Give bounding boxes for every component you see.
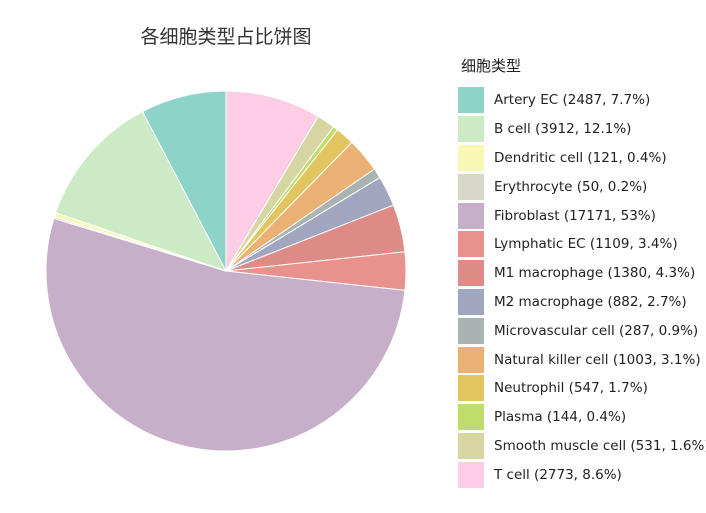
legend-swatch <box>458 231 484 258</box>
legend-label: Lymphatic EC (1109, 3.4%) <box>494 236 678 253</box>
legend-swatch <box>458 116 484 143</box>
legend-item-artery-ec: Artery EC (2487, 7.7%) <box>458 86 706 115</box>
legend-item-m1-macrophage: M1 macrophage (1380, 4.3%) <box>458 259 706 288</box>
legend: 细胞类型 Artery EC (2487, 7.7%) B cell (3912,… <box>458 56 706 489</box>
pie-chart <box>45 90 407 452</box>
legend-swatch <box>458 202 484 229</box>
legend-swatch <box>458 144 484 171</box>
legend-swatch <box>458 87 484 114</box>
legend-item-microvascular-cell: Microvascular cell (287, 0.9%) <box>458 316 706 345</box>
legend-swatch <box>458 346 484 373</box>
legend-item-lymphatic-ec: Lymphatic EC (1109, 3.4%) <box>458 230 706 259</box>
legend-swatch <box>458 375 484 402</box>
legend-swatch <box>458 260 484 287</box>
legend-swatch <box>458 404 484 431</box>
legend-label: Natural killer cell (1003, 3.1%) <box>494 351 701 368</box>
legend-label: Neutrophil (547, 1.7%) <box>494 380 648 397</box>
legend-label: T cell (2773, 8.6%) <box>494 466 622 483</box>
legend-item-natural-killer-cell: Natural killer cell (1003, 3.1%) <box>458 345 706 374</box>
legend-swatch <box>458 432 484 459</box>
legend-label: Artery EC (2487, 7.7%) <box>494 92 651 109</box>
legend-label: Dendritic cell (121, 0.4%) <box>494 149 667 166</box>
legend-item-erythrocyte: Erythrocyte (50, 0.2%) <box>458 172 706 201</box>
pie-slice-fibroblast <box>45 217 406 452</box>
legend-item-b-cell: B cell (3912, 12.1%) <box>458 115 706 144</box>
legend-item-fibroblast: Fibroblast (17171, 53%) <box>458 201 706 230</box>
legend-items: Artery EC (2487, 7.7%) B cell (3912, 12.1… <box>458 86 706 489</box>
legend-title: 细胞类型 <box>461 57 522 75</box>
legend-label: M1 macrophage (1380, 4.3%) <box>494 265 696 282</box>
pie-slice-b-cell <box>55 110 228 272</box>
chart-title: 各细胞类型占比饼图 <box>140 26 312 48</box>
legend-label: Microvascular cell (287, 0.9%) <box>494 322 699 339</box>
legend-item-m2-macrophage: M2 macrophage (882, 2.7%) <box>458 288 706 317</box>
legend-swatch <box>458 288 484 315</box>
pie-slice-artery-ec <box>141 90 227 272</box>
legend-label: B cell (3912, 12.1%) <box>494 121 632 138</box>
legend-item-dendritic-cell: Dendritic cell (121, 0.4%) <box>458 144 706 173</box>
pie-slice-t-cell <box>225 90 319 273</box>
legend-label: Smooth muscle cell (531, 1.6%) <box>494 437 706 454</box>
legend-item-t-cell: T cell (2773, 8.6%) <box>458 460 706 489</box>
legend-label: M2 macrophage (882, 2.7%) <box>494 293 687 310</box>
legend-label: Fibroblast (17171, 53%) <box>494 207 656 224</box>
legend-swatch <box>458 461 484 488</box>
legend-item-smooth-muscle-cell: Smooth muscle cell (531, 1.6%) <box>458 432 706 461</box>
legend-swatch <box>458 173 484 200</box>
legend-label: Erythrocyte (50, 0.2%) <box>494 178 648 195</box>
legend-label: Plasma (144, 0.4%) <box>494 409 627 426</box>
legend-item-neutrophil: Neutrophil (547, 1.7%) <box>458 374 706 403</box>
legend-swatch <box>458 317 484 344</box>
legend-item-plasma: Plasma (144, 0.4%) <box>458 403 706 432</box>
